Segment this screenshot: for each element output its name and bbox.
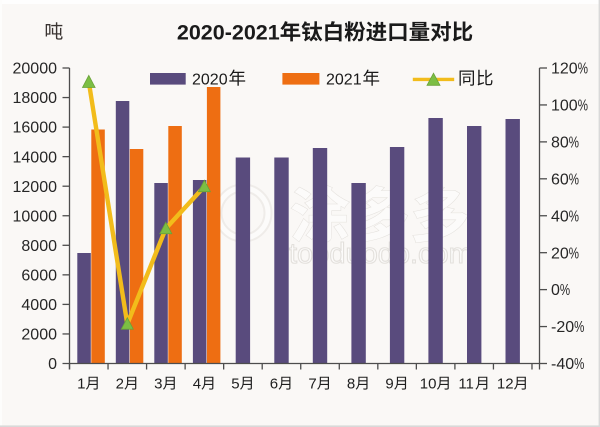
svg-text:2: 2: [116, 376, 124, 393]
svg-text:40: 40: [551, 208, 569, 225]
svg-text:%: %: [569, 206, 579, 224]
svg-text:1: 1: [77, 376, 85, 393]
svg-text:2020: 2020: [192, 71, 228, 88]
svg-text:100: 100: [551, 98, 578, 115]
svg-text:4000: 4000: [21, 297, 57, 314]
svg-text:20: 20: [551, 245, 569, 262]
svg-text:12: 12: [497, 376, 514, 393]
svg-text:20000: 20000: [13, 61, 58, 78]
svg-text:2020-2021: 2020-2021: [177, 21, 280, 45]
svg-text:14000: 14000: [13, 149, 58, 166]
svg-text:2021: 2021: [326, 71, 362, 88]
svg-text:10: 10: [420, 376, 437, 393]
svg-text:60: 60: [551, 171, 569, 188]
svg-text:%: %: [574, 317, 584, 335]
svg-text:6000: 6000: [21, 267, 57, 284]
svg-text:4: 4: [193, 376, 201, 393]
svg-text:16000: 16000: [13, 120, 58, 137]
svg-text:0: 0: [551, 282, 560, 299]
svg-text:%: %: [560, 280, 570, 298]
svg-text:2000: 2000: [21, 327, 57, 344]
svg-text:-20: -20: [551, 319, 574, 336]
svg-text:10000: 10000: [13, 208, 58, 225]
svg-text:3: 3: [154, 376, 162, 393]
svg-text:-40: -40: [551, 356, 574, 373]
svg-text:%: %: [569, 169, 579, 187]
svg-text:8000: 8000: [21, 238, 57, 255]
svg-text:12000: 12000: [13, 179, 58, 196]
svg-text:80: 80: [551, 134, 569, 151]
svg-text:6: 6: [270, 376, 278, 393]
svg-text:18000: 18000: [13, 90, 58, 107]
svg-text:8: 8: [347, 376, 355, 393]
svg-text:9: 9: [385, 376, 393, 393]
svg-text:%: %: [574, 354, 584, 372]
svg-text:5: 5: [231, 376, 239, 393]
svg-text:11: 11: [458, 376, 474, 393]
svg-text:%: %: [569, 243, 579, 261]
svg-text:%: %: [578, 59, 588, 77]
svg-text:%: %: [578, 96, 588, 114]
svg-text:120: 120: [551, 61, 578, 78]
svg-text:0: 0: [48, 356, 57, 373]
svg-text:7: 7: [308, 376, 316, 393]
svg-text:%: %: [569, 133, 579, 151]
